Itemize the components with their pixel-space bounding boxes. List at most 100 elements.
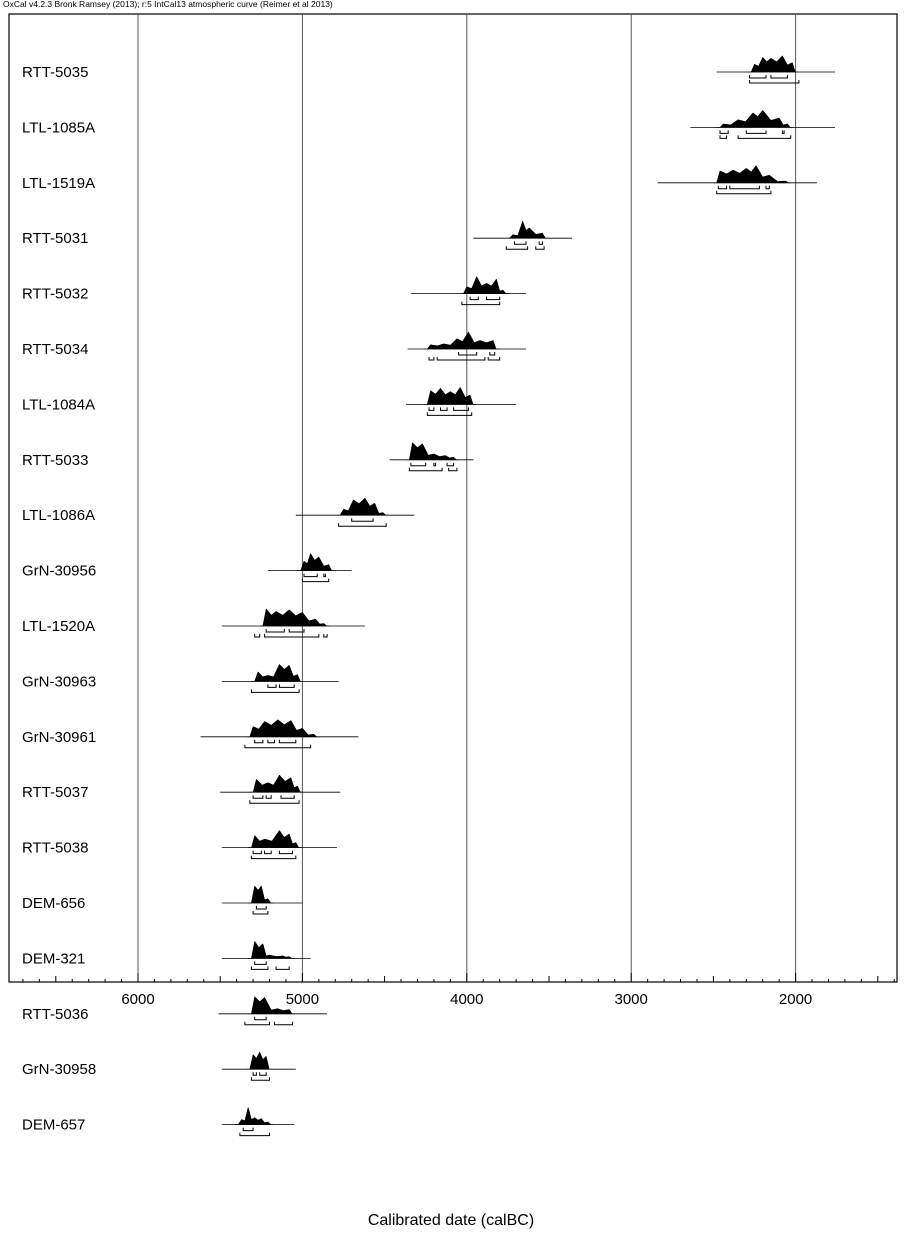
range-95-bracket bbox=[323, 634, 328, 638]
range-95-bracket bbox=[338, 523, 387, 527]
sample-label: DEM-656 bbox=[22, 895, 85, 912]
range-95-bracket bbox=[749, 80, 800, 84]
range-68-bracket bbox=[254, 961, 267, 965]
range-68-bracket bbox=[267, 684, 277, 688]
plot-frame bbox=[8, 13, 898, 983]
probability-distribution bbox=[247, 885, 274, 904]
probability-distribution bbox=[246, 719, 320, 738]
sample-label: LTL-1085A bbox=[22, 119, 95, 136]
range-95-bracket bbox=[716, 190, 772, 195]
range-68-bracket bbox=[259, 1072, 267, 1076]
sample-label: RTT-5034 bbox=[22, 341, 88, 358]
sample-row: RTT-5036 bbox=[22, 996, 328, 1026]
probability-distribution bbox=[423, 387, 477, 405]
range-95-bracket bbox=[301, 578, 330, 583]
sample-row: RTT-5033 bbox=[22, 442, 474, 472]
range-95-bracket bbox=[244, 744, 312, 749]
sample-row: RTT-5035 bbox=[22, 55, 836, 84]
sample-label: LTL-1519A bbox=[22, 175, 95, 192]
range-95-bracket bbox=[535, 246, 545, 250]
sample-label: RTT-5031 bbox=[22, 230, 88, 247]
range-68-bracket bbox=[433, 462, 437, 467]
sample-label: GrN-30958 bbox=[22, 1061, 96, 1078]
sample-row: RTT-5038 bbox=[22, 830, 337, 860]
range-95-bracket bbox=[250, 855, 297, 860]
probability-distribution bbox=[251, 664, 304, 682]
range-95-bracket bbox=[244, 1021, 270, 1026]
range-95-bracket bbox=[461, 301, 501, 306]
range-95-bracket bbox=[239, 1132, 270, 1137]
probability-distribution bbox=[249, 774, 304, 793]
probability-distribution bbox=[297, 553, 335, 571]
range-68-bracket bbox=[242, 1127, 254, 1132]
range-95-bracket bbox=[737, 135, 792, 139]
x-tick-label: 6000 bbox=[121, 991, 154, 1008]
range-68-bracket bbox=[252, 850, 262, 855]
sample-row: LTL-1084A bbox=[22, 387, 517, 416]
sample-row: GrN-30958 bbox=[22, 1051, 296, 1081]
range-68-bracket bbox=[303, 573, 318, 578]
sample-row: RTT-5034 bbox=[22, 331, 526, 361]
sample-row: LTL-1520A bbox=[22, 608, 365, 638]
range-68-bracket bbox=[252, 1072, 257, 1076]
sample-label: RTT-5038 bbox=[22, 840, 88, 857]
range-95-bracket bbox=[250, 689, 300, 693]
sample-row: RTT-5032 bbox=[22, 276, 526, 306]
sample-row: LTL-1085A bbox=[22, 110, 836, 139]
range-95-bracket bbox=[487, 357, 501, 361]
probability-distribution bbox=[234, 1107, 274, 1125]
sample-label: RTT-5037 bbox=[22, 784, 88, 801]
range-95-bracket bbox=[426, 412, 473, 416]
range-68-bracket bbox=[770, 75, 788, 79]
probability-distribution bbox=[423, 331, 500, 350]
probability-distribution bbox=[459, 276, 509, 294]
probability-distribution bbox=[713, 165, 792, 184]
range-68-bracket bbox=[278, 739, 297, 744]
x-tick-label: 3000 bbox=[615, 991, 648, 1008]
range-68-bracket bbox=[469, 296, 479, 301]
range-68-bracket bbox=[514, 241, 527, 245]
sample-label: LTL-1520A bbox=[22, 618, 95, 635]
sample-row: RTT-5031 bbox=[22, 220, 573, 250]
range-95-bracket bbox=[250, 966, 269, 970]
oxcal-header-note: OxCal v4.2.3 Bronk Ramsey (2013); r:5 In… bbox=[3, 0, 333, 9]
sample-row: RTT-5037 bbox=[22, 774, 341, 804]
sample-row: DEM-321 bbox=[22, 941, 311, 970]
gridlines bbox=[137, 14, 797, 982]
probability-distribution bbox=[506, 220, 549, 239]
range-68-bracket bbox=[453, 407, 469, 411]
range-68-bracket bbox=[323, 573, 326, 578]
range-68-bracket bbox=[428, 407, 435, 411]
probability-distribution bbox=[246, 1051, 273, 1070]
sample-label: DEM-321 bbox=[22, 950, 85, 967]
probability-distribution bbox=[259, 608, 330, 627]
range-68-bracket bbox=[254, 739, 264, 744]
sample-label: GrN-30963 bbox=[22, 673, 96, 690]
range-68-bracket bbox=[278, 850, 293, 855]
range-68-bracket bbox=[255, 906, 267, 910]
sample-row: DEM-656 bbox=[22, 885, 303, 915]
range-95-bracket bbox=[436, 357, 486, 361]
sample-row: LTL-1086A bbox=[22, 497, 415, 527]
sample-row: GrN-30963 bbox=[22, 664, 339, 693]
sample-label: RTT-5033 bbox=[22, 452, 88, 469]
range-68-bracket bbox=[489, 352, 496, 356]
range-68-bracket bbox=[749, 75, 767, 79]
range-68-bracket bbox=[717, 185, 728, 190]
range-68-bracket bbox=[446, 462, 455, 467]
sample-label: DEM-657 bbox=[22, 1117, 85, 1134]
sample-label: RTT-5032 bbox=[22, 286, 88, 303]
probability-distribution bbox=[247, 996, 296, 1015]
probability-distribution bbox=[247, 941, 296, 959]
range-68-bracket bbox=[729, 185, 760, 190]
range-95-bracket bbox=[719, 135, 728, 139]
range-68-bracket bbox=[486, 296, 501, 301]
x-axis: 6000 5000 4000 3000 2000 bbox=[22, 973, 895, 1008]
range-68-bracket bbox=[781, 130, 785, 134]
range-95-bracket bbox=[274, 1021, 293, 1026]
range-95-bracket bbox=[252, 911, 269, 915]
sample-row: GrN-30956 bbox=[22, 553, 352, 583]
range-68-bracket bbox=[410, 462, 427, 467]
range-68-bracket bbox=[719, 130, 729, 134]
